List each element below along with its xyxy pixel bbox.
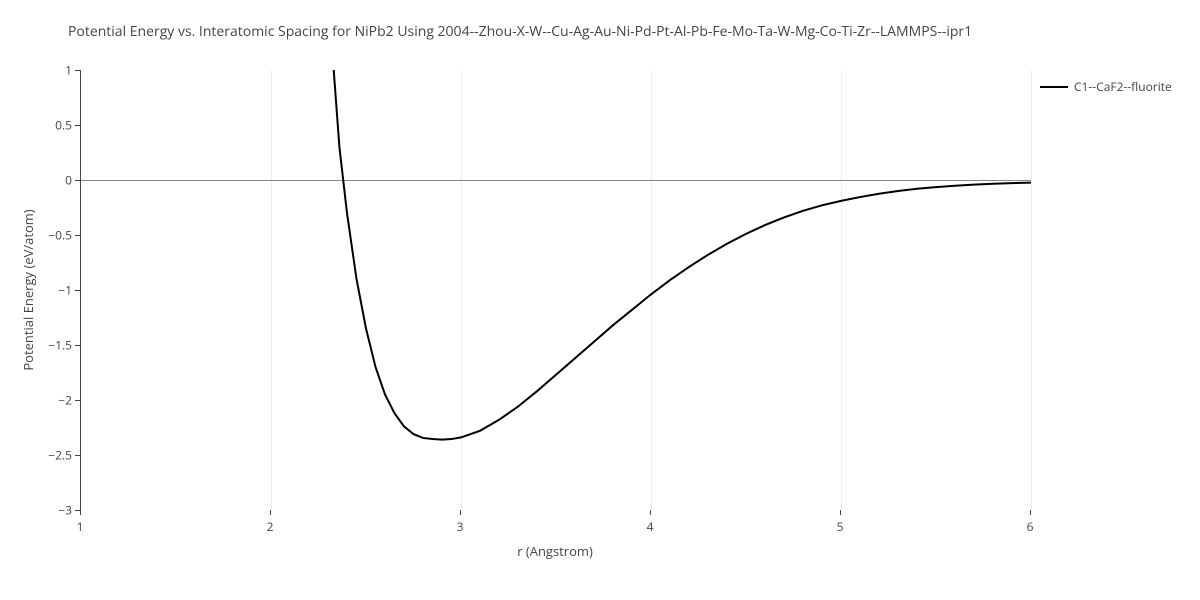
x-axis-label: r (Angstrom) [517, 542, 593, 560]
y-tick-label: −3 [58, 502, 72, 519]
x-tick [840, 510, 841, 515]
y-tick [75, 125, 80, 126]
x-tick-label: 5 [837, 518, 844, 535]
x-tick-label: 3 [457, 518, 464, 535]
gridline-vertical [1031, 70, 1032, 510]
y-tick-label: 0.5 [55, 117, 72, 134]
y-tick-label: −1 [58, 282, 72, 299]
x-tick [270, 510, 271, 515]
x-tick [650, 510, 651, 515]
y-tick [75, 290, 80, 291]
x-tick [460, 510, 461, 515]
y-tick [75, 180, 80, 181]
plot-area [80, 70, 1030, 510]
y-tick-label: 0 [65, 172, 72, 189]
y-tick [75, 400, 80, 401]
curve-layer [81, 70, 1031, 510]
y-tick [75, 510, 80, 511]
y-tick-label: −0.5 [48, 227, 72, 244]
y-axis-label: Potential Energy (eV/atom) [19, 209, 37, 370]
legend: C1--CaF2--fluorite [1040, 78, 1172, 95]
y-tick [75, 345, 80, 346]
x-tick [80, 510, 81, 515]
legend-swatch [1040, 86, 1068, 88]
legend-item[interactable]: C1--CaF2--fluorite [1040, 78, 1172, 95]
legend-label: C1--CaF2--fluorite [1074, 78, 1172, 95]
series-line[interactable] [328, 0, 1031, 440]
y-tick [75, 235, 80, 236]
x-tick-label: 6 [1027, 518, 1034, 535]
chart-title: Potential Energy vs. Interatomic Spacing… [68, 22, 972, 41]
y-tick-label: −1.5 [48, 337, 72, 354]
x-tick [1030, 510, 1031, 515]
x-tick-label: 2 [267, 518, 274, 535]
x-tick-label: 1 [77, 518, 84, 535]
y-tick-label: 1 [65, 62, 72, 79]
y-tick-label: −2.5 [48, 447, 72, 464]
y-tick [75, 70, 80, 71]
x-tick-label: 4 [647, 518, 654, 535]
y-tick-label: −2 [58, 392, 72, 409]
y-tick [75, 455, 80, 456]
